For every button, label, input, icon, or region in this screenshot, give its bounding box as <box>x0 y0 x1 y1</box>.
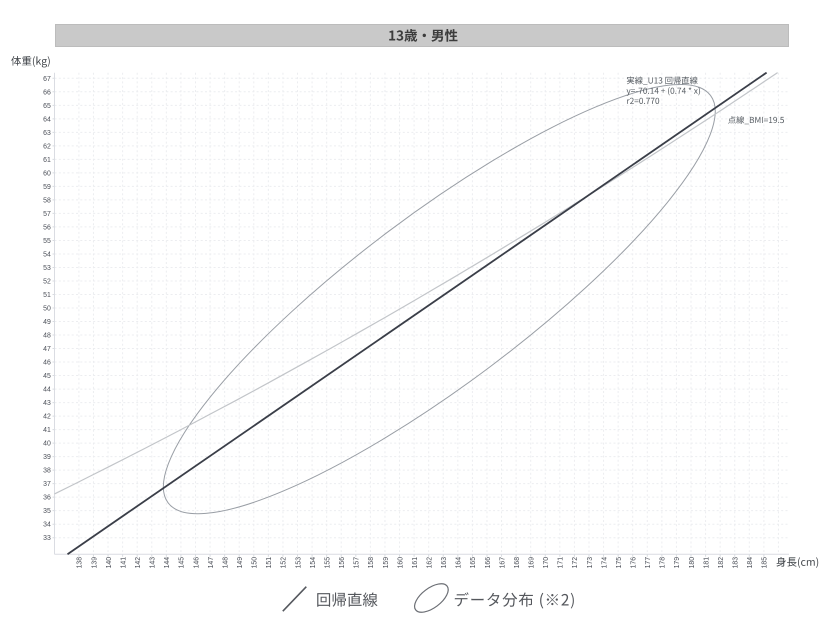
svg-text:153: 153 <box>295 557 302 569</box>
svg-text:146: 146 <box>193 557 200 569</box>
svg-text:42: 42 <box>43 414 51 421</box>
svg-text:156: 156 <box>339 557 346 569</box>
svg-text:145: 145 <box>179 557 186 569</box>
svg-text:39: 39 <box>43 454 51 461</box>
svg-text:66: 66 <box>43 89 51 96</box>
svg-text:50: 50 <box>43 306 51 313</box>
svg-text:170: 170 <box>543 557 550 569</box>
svg-text:47: 47 <box>43 346 51 353</box>
svg-text:52: 52 <box>43 279 51 286</box>
svg-text:40: 40 <box>43 441 51 448</box>
svg-text:56: 56 <box>43 224 51 231</box>
svg-text:55: 55 <box>43 238 51 245</box>
svg-text:160: 160 <box>397 557 404 569</box>
svg-text:181: 181 <box>703 557 710 569</box>
svg-text:46: 46 <box>43 360 51 367</box>
svg-text:166: 166 <box>485 557 492 569</box>
svg-text:184: 184 <box>747 557 754 569</box>
svg-text:147: 147 <box>208 557 215 569</box>
svg-text:45: 45 <box>43 373 51 380</box>
svg-text:142: 142 <box>135 557 142 569</box>
svg-text:157: 157 <box>354 557 361 569</box>
svg-text:57: 57 <box>43 211 51 218</box>
svg-text:172: 172 <box>572 557 579 569</box>
svg-text:67: 67 <box>43 76 51 83</box>
svg-text:34: 34 <box>43 522 51 529</box>
svg-text:41: 41 <box>43 427 51 434</box>
svg-text:179: 179 <box>674 557 681 569</box>
svg-text:165: 165 <box>470 557 477 569</box>
svg-text:139: 139 <box>91 557 98 569</box>
svg-text:149: 149 <box>237 557 244 569</box>
svg-text:38: 38 <box>43 468 51 475</box>
svg-text:152: 152 <box>281 557 288 569</box>
svg-text:51: 51 <box>43 292 51 299</box>
svg-text:140: 140 <box>106 557 113 569</box>
svg-text:176: 176 <box>631 557 638 569</box>
svg-text:150: 150 <box>252 557 259 569</box>
svg-text:163: 163 <box>441 557 448 569</box>
svg-text:138: 138 <box>77 557 84 569</box>
svg-text:148: 148 <box>222 557 229 569</box>
svg-text:60: 60 <box>43 170 51 177</box>
svg-text:185: 185 <box>762 557 769 569</box>
svg-text:43: 43 <box>43 400 51 407</box>
svg-text:49: 49 <box>43 319 51 326</box>
svg-text:182: 182 <box>718 557 725 569</box>
svg-text:58: 58 <box>43 197 51 204</box>
svg-text:180: 180 <box>689 557 696 569</box>
svg-text:155: 155 <box>325 557 332 569</box>
svg-text:48: 48 <box>43 333 51 340</box>
svg-text:158: 158 <box>368 557 375 569</box>
svg-text:37: 37 <box>43 481 51 488</box>
svg-text:141: 141 <box>120 557 127 569</box>
svg-text:63: 63 <box>43 130 51 137</box>
svg-text:173: 173 <box>587 557 594 569</box>
svg-text:144: 144 <box>164 557 171 569</box>
svg-text:35: 35 <box>43 508 51 515</box>
svg-text:161: 161 <box>412 557 419 569</box>
svg-text:61: 61 <box>43 157 51 164</box>
svg-text:54: 54 <box>43 252 51 259</box>
svg-text:151: 151 <box>266 557 273 569</box>
svg-text:174: 174 <box>601 557 608 569</box>
svg-text:36: 36 <box>43 495 51 502</box>
svg-text:64: 64 <box>43 116 51 123</box>
svg-text:59: 59 <box>43 184 51 191</box>
svg-text:44: 44 <box>43 387 51 394</box>
svg-text:33: 33 <box>43 535 51 542</box>
svg-text:167: 167 <box>499 557 506 569</box>
svg-text:168: 168 <box>514 557 521 569</box>
svg-text:65: 65 <box>43 103 51 110</box>
svg-text:169: 169 <box>529 557 536 569</box>
svg-text:159: 159 <box>383 557 390 569</box>
svg-text:178: 178 <box>660 557 667 569</box>
svg-text:154: 154 <box>310 557 317 569</box>
svg-text:183: 183 <box>733 557 740 569</box>
svg-text:143: 143 <box>150 557 157 569</box>
svg-text:164: 164 <box>456 557 463 569</box>
svg-text:175: 175 <box>616 557 623 569</box>
svg-text:177: 177 <box>645 557 652 569</box>
svg-text:171: 171 <box>558 557 565 569</box>
svg-text:162: 162 <box>427 557 434 569</box>
svg-text:62: 62 <box>43 143 51 150</box>
svg-text:53: 53 <box>43 265 51 272</box>
